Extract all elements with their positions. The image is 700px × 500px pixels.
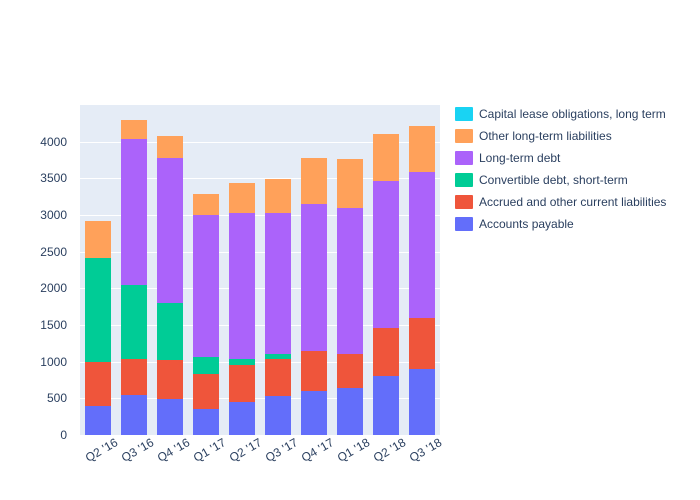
plot-area: [80, 105, 440, 435]
legend-swatch: [455, 151, 473, 165]
y-tick-label: 4000: [40, 135, 67, 149]
bar-segment[interactable]: [193, 374, 219, 408]
bar-segment[interactable]: [121, 359, 147, 395]
legend-item[interactable]: Long-term debt: [455, 149, 666, 167]
x-tick-label: Q3 '16: [119, 435, 156, 465]
x-tick-label: Q2 '16: [83, 435, 120, 465]
legend-label: Accounts payable: [479, 217, 574, 231]
bar-segment[interactable]: [229, 365, 255, 402]
bar-segment[interactable]: [157, 136, 183, 158]
y-tick-label: 2500: [40, 245, 67, 259]
bar-segment[interactable]: [121, 395, 147, 435]
bar-segment[interactable]: [409, 318, 435, 369]
legend-swatch: [455, 195, 473, 209]
bar-segment[interactable]: [193, 194, 219, 215]
legend-label: Capital lease obligations, long term: [479, 107, 666, 121]
bar-segment[interactable]: [265, 179, 291, 213]
legend-swatch: [455, 173, 473, 187]
x-tick-label: Q4 '17: [299, 435, 336, 465]
bar-segment[interactable]: [121, 120, 147, 139]
bar-segment[interactable]: [301, 391, 327, 435]
legend-swatch: [455, 217, 473, 231]
legend-label: Accrued and other current liabilities: [479, 195, 666, 209]
bar-segment[interactable]: [121, 139, 147, 285]
chart-container: 05001000150020002500300035004000 Q2 '16Q…: [0, 0, 700, 500]
bar-segment[interactable]: [265, 359, 291, 396]
bar-segment[interactable]: [337, 208, 363, 354]
bar-segment[interactable]: [301, 158, 327, 204]
x-axis: Q2 '16Q3 '16Q4 '16Q1 '17Q2 '17Q3 '17Q4 '…: [80, 440, 440, 490]
gridline: [80, 435, 440, 436]
y-tick-label: 0: [60, 428, 67, 442]
legend-item[interactable]: Other long-term liabilities: [455, 127, 666, 145]
bar-segment[interactable]: [409, 126, 435, 173]
bar-segment[interactable]: [337, 388, 363, 435]
x-tick-label: Q1 '18: [335, 435, 372, 465]
x-tick-label: Q2 '17: [227, 435, 264, 465]
x-tick-label: Q2 '18: [371, 435, 408, 465]
bars-layer: [80, 105, 440, 435]
bar-segment[interactable]: [157, 360, 183, 399]
y-tick-label: 3500: [40, 171, 67, 185]
bar-segment[interactable]: [85, 221, 111, 258]
y-tick-label: 500: [47, 391, 67, 405]
y-axis: 05001000150020002500300035004000: [0, 105, 75, 435]
legend-label: Long-term debt: [479, 151, 560, 165]
y-tick-label: 2000: [40, 281, 67, 295]
bar-segment[interactable]: [337, 354, 363, 388]
x-tick-label: Q3 '17: [263, 435, 300, 465]
legend: Capital lease obligations, long term Othe…: [455, 105, 666, 237]
legend-label: Other long-term liabilities: [479, 129, 612, 143]
y-tick-label: 3000: [40, 208, 67, 222]
bar-segment[interactable]: [85, 362, 111, 406]
x-tick-label: Q4 '16: [155, 435, 192, 465]
legend-swatch: [455, 129, 473, 143]
bar-segment[interactable]: [85, 258, 111, 362]
x-tick-label: Q3 '18: [407, 435, 444, 465]
bar-segment[interactable]: [157, 158, 183, 303]
legend-item[interactable]: Accounts payable: [455, 215, 666, 233]
bar-segment[interactable]: [409, 172, 435, 317]
bar-segment[interactable]: [229, 183, 255, 212]
bar-segment[interactable]: [193, 409, 219, 435]
bar-segment[interactable]: [121, 285, 147, 360]
bar-segment[interactable]: [229, 359, 255, 365]
legend-item[interactable]: Convertible debt, short-term: [455, 171, 666, 189]
legend-swatch: [455, 107, 473, 121]
bar-segment[interactable]: [265, 213, 291, 355]
bar-segment[interactable]: [193, 357, 219, 375]
bar-segment[interactable]: [373, 376, 399, 435]
bar-segment[interactable]: [229, 402, 255, 435]
bar-segment[interactable]: [373, 134, 399, 181]
bar-segment[interactable]: [157, 399, 183, 435]
bar-segment[interactable]: [229, 213, 255, 360]
y-tick-label: 1500: [40, 318, 67, 332]
legend-item[interactable]: Accrued and other current liabilities: [455, 193, 666, 211]
bar-segment[interactable]: [265, 354, 291, 359]
bar-segment[interactable]: [337, 159, 363, 207]
bar-segment[interactable]: [301, 351, 327, 391]
bar-segment[interactable]: [373, 328, 399, 376]
bar-segment[interactable]: [265, 396, 291, 435]
bar-segment[interactable]: [85, 406, 111, 435]
legend-item[interactable]: Capital lease obligations, long term: [455, 105, 666, 123]
bar-segment[interactable]: [301, 204, 327, 351]
y-tick-label: 1000: [40, 355, 67, 369]
x-tick-label: Q1 '17: [191, 435, 228, 465]
bar-segment[interactable]: [193, 215, 219, 357]
bar-segment[interactable]: [373, 181, 399, 328]
bar-segment[interactable]: [157, 303, 183, 360]
bar-segment[interactable]: [409, 369, 435, 435]
legend-label: Convertible debt, short-term: [479, 173, 628, 187]
